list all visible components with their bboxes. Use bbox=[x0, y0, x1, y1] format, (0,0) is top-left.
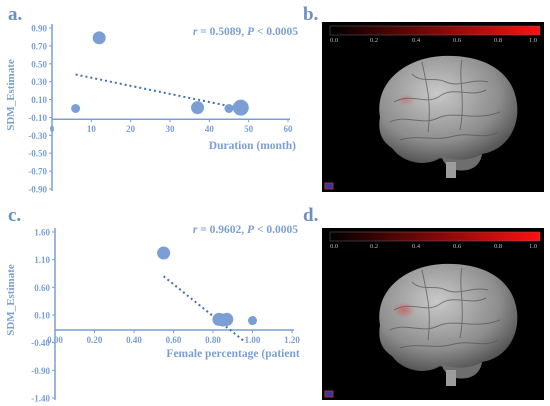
data-point bbox=[220, 312, 234, 326]
y-tick-label: 0.30 bbox=[31, 77, 47, 87]
colorbar-tick: 0.0 bbox=[330, 243, 338, 250]
x-tick-label: 1.20 bbox=[284, 335, 300, 345]
annotation-r-symbol: r bbox=[193, 26, 198, 38]
trend-line bbox=[162, 275, 246, 343]
y-axis-ticks: 1.60 1.10 0.60 0.10 -0.40 -0.90 -1.40 bbox=[31, 228, 55, 404]
x-axis-label: Female percentage (patients) bbox=[166, 348, 300, 360]
y-tick-label: -0.70 bbox=[28, 167, 47, 177]
brain-figure-d: 0.0 0.2 0.4 0.6 0.8 1.0 bbox=[324, 231, 541, 398]
annotation-p-symbol: P bbox=[247, 224, 255, 236]
colorbar bbox=[329, 231, 541, 242]
colorbar-tick: 0.8 bbox=[494, 37, 502, 44]
data-point bbox=[248, 316, 257, 326]
x-tick-label: 0.60 bbox=[166, 335, 182, 345]
y-tick-label: -0.30 bbox=[28, 131, 47, 141]
y-tick-label: 1.60 bbox=[34, 228, 50, 238]
colorbar-tick: 0.2 bbox=[370, 243, 378, 250]
data-point bbox=[71, 104, 81, 113]
activation-highlight bbox=[397, 94, 415, 106]
panel-label-d: d. bbox=[303, 205, 319, 226]
x-tick-label: 0.40 bbox=[126, 335, 142, 345]
panel-label-a: a. bbox=[8, 4, 23, 25]
y-tick-label: -0.90 bbox=[28, 185, 47, 195]
x-tick-label: 30 bbox=[166, 124, 176, 134]
y-axis-ticks: 0.90 0.70 0.50 0.30 0.10 -0.10 -0.30 -0.50 -0.70… bbox=[28, 24, 52, 195]
x-tick-label: 60 bbox=[284, 124, 294, 134]
y-tick-label: 0.10 bbox=[34, 311, 50, 321]
annotation-p-value: < 0.0005 bbox=[254, 224, 298, 236]
x-tick-label: 10 bbox=[87, 124, 97, 134]
data-points bbox=[71, 31, 249, 116]
colorbar-tick: 0.6 bbox=[453, 37, 462, 44]
x-tick-label: 20 bbox=[126, 124, 136, 134]
y-tick-label: -0.90 bbox=[31, 366, 50, 376]
x-tick-label: 40 bbox=[205, 124, 215, 134]
y-tick-label: 0.50 bbox=[31, 59, 47, 69]
y-tick-label: 1.10 bbox=[34, 255, 50, 265]
y-tick-label: -0.40 bbox=[31, 338, 50, 348]
scatter-chart-duration: 0.90 0.70 0.50 0.30 0.10 -0.10 -0.30 -0.50 -0.70… bbox=[5, 24, 298, 195]
data-point bbox=[92, 31, 106, 45]
annotation-p-value: < 0.0005 bbox=[254, 26, 298, 38]
colorbar bbox=[329, 25, 541, 36]
brain-figure-b: 0.0 0.2 0.4 0.6 0.8 1.0 bbox=[324, 25, 541, 190]
trend-line bbox=[75, 73, 242, 110]
data-point bbox=[157, 246, 171, 260]
y-tick-label: 0.70 bbox=[31, 41, 47, 51]
colorbar-tick: 0.8 bbox=[494, 243, 502, 250]
data-point bbox=[232, 99, 249, 116]
x-tick-label: 0.80 bbox=[205, 335, 221, 345]
y-tick-label: 0.90 bbox=[31, 24, 47, 34]
annotation-r-value: = 0.9602, bbox=[197, 224, 247, 236]
x-axis-ticks: 0.000.200.400.600.801.001.20 bbox=[47, 329, 300, 345]
y-tick-label: -1.40 bbox=[31, 394, 50, 404]
colorbar-tick: 0.6 bbox=[453, 243, 462, 250]
data-points bbox=[157, 246, 257, 327]
data-point bbox=[224, 104, 234, 113]
correlation-annotation: r = 0.5089, P < 0.0005 bbox=[193, 26, 298, 38]
colorbar-ticks: 0.0 0.2 0.4 0.6 0.8 1.0 bbox=[330, 37, 537, 44]
activation-highlight bbox=[393, 302, 415, 318]
brain-shape bbox=[379, 55, 518, 178]
annotation-p-symbol: P bbox=[247, 26, 255, 38]
colorbar-tick: 1.0 bbox=[529, 37, 537, 44]
y-axis-label: SDM_Estimate bbox=[5, 264, 17, 336]
colorbar-tick: 1.0 bbox=[529, 243, 537, 250]
colorbar-ticks: 0.0 0.2 0.4 0.6 0.8 1.0 bbox=[330, 243, 537, 250]
data-point bbox=[191, 101, 205, 115]
colorbar-tick: 0.0 bbox=[330, 37, 338, 44]
correlation-annotation: r = 0.9602, P < 0.0005 bbox=[193, 224, 298, 236]
scatter-chart-female-percentage: 1.601.100.600.10-0.40-0.90-1.40 0.000.20… bbox=[5, 224, 300, 404]
y-axis-label: SDM_Estimate bbox=[5, 59, 17, 131]
brain-render-d: 0.0 0.2 0.4 0.6 0.8 1.0 bbox=[322, 228, 544, 400]
colorbar-tick: 0.4 bbox=[412, 243, 421, 250]
panel-label-b: b. bbox=[303, 4, 319, 25]
x-tick-label: 0.20 bbox=[87, 335, 103, 345]
annotation-r-symbol: r bbox=[193, 224, 198, 236]
y-tick-label: 0.60 bbox=[34, 283, 50, 293]
brain-shape bbox=[379, 263, 518, 386]
annotation-r-value: = 0.5089, bbox=[197, 26, 247, 38]
brain-render-b: 0.0 0.2 0.4 0.6 0.8 1.0 bbox=[322, 22, 544, 192]
y-tick-label: -0.10 bbox=[28, 113, 47, 123]
orientation-marker-icon bbox=[324, 390, 334, 398]
x-axis-label: Duration (month) bbox=[209, 140, 296, 152]
x-tick-label: 1.00 bbox=[245, 335, 261, 345]
panel-label-c: c. bbox=[8, 205, 22, 226]
colorbar-tick: 0.4 bbox=[412, 37, 421, 44]
orientation-marker-icon bbox=[324, 182, 334, 190]
y-tick-label: 0.10 bbox=[31, 95, 47, 105]
x-tick-label: 50 bbox=[244, 124, 254, 134]
y-tick-label: -0.50 bbox=[28, 149, 47, 159]
colorbar-tick: 0.2 bbox=[370, 37, 378, 44]
